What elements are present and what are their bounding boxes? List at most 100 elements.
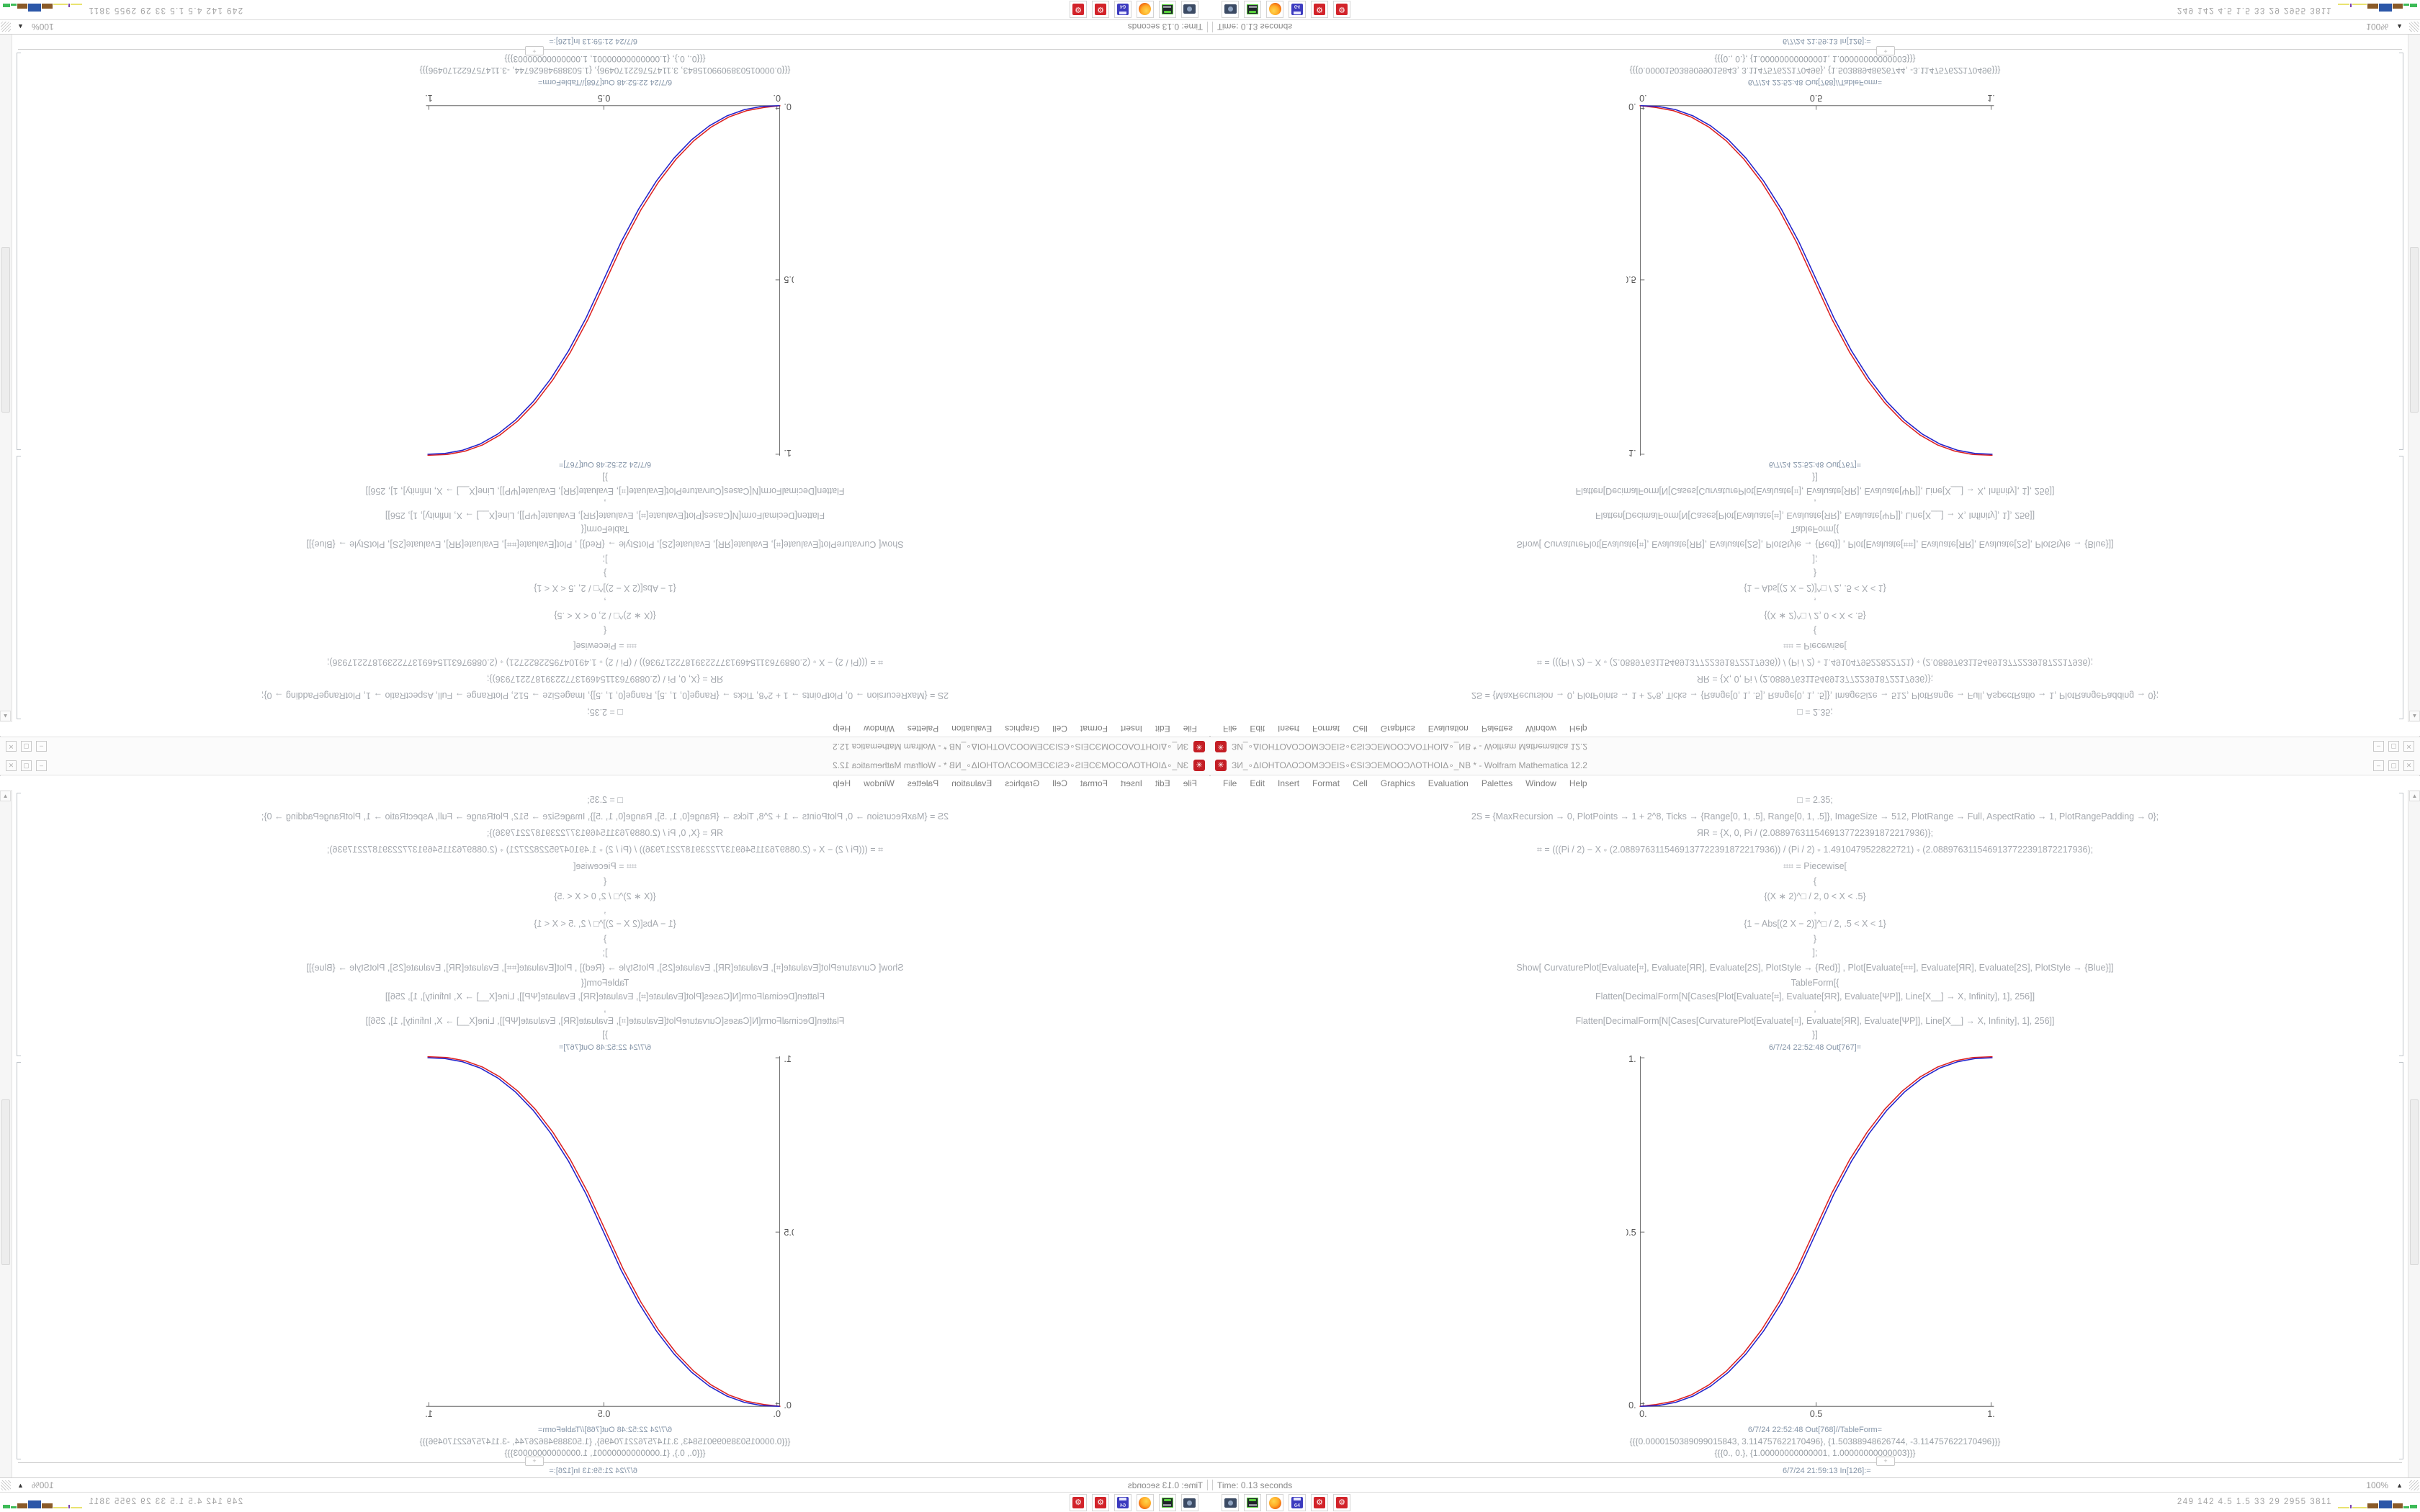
menu-help[interactable]: Help [1569, 724, 1587, 734]
vertical-scrollbar[interactable]: ▲ [2408, 35, 2420, 722]
close-button[interactable]: ✕ [2403, 741, 2414, 752]
close-button[interactable]: ✕ [2403, 760, 2414, 771]
menu-cell[interactable]: Cell [1052, 778, 1067, 788]
close-button[interactable]: ✕ [6, 741, 17, 752]
notebook-input-line[interactable]: {(X ∗ 2)^□ / 2, 0 < X < .5} [1764, 891, 1866, 901]
window-resize-grip-icon[interactable] [2409, 22, 2419, 32]
menu-cell[interactable]: Cell [1353, 724, 1368, 734]
notebook-input-line[interactable]: Show[ CurvaturePlot[Evaluate[⌗], Evaluat… [306, 963, 904, 973]
red-gear-icon[interactable]: ⚙ [1311, 1, 1328, 18]
notebook-input-line[interactable]: 2S = {MaxRecursion → 0, PlotPoints → 1 +… [1471, 690, 2159, 701]
display-settings-icon[interactable] [1181, 1494, 1198, 1511]
cell-insertion-bar[interactable] [18, 1462, 1210, 1463]
menu-window[interactable]: Window [864, 778, 895, 788]
notebook-input-line[interactable]: 2S = {MaxRecursion → 0, PlotPoints → 1 +… [261, 690, 949, 701]
notebook-input-line[interactable]: {1 − Abs[(2 X − 2)]^□ / 2, .5 < X < 1} [534, 919, 676, 929]
output-cell-bracket[interactable] [17, 1062, 21, 1459]
notebook-input-line[interactable]: ⌗ = (((Pi / 2) − X ∗ (2.0889763115469137… [1536, 657, 2094, 667]
notebook-content[interactable]: □ = 2.35; 2S = {MaxRecursion → 0, PlotPo… [1210, 35, 2420, 722]
removable-drive-icon[interactable] [1244, 1, 1261, 18]
vice-c64-icon[interactable]: 64 [1289, 1494, 1306, 1511]
notebook-input-line[interactable]: ⌗⌗ = Piecewise[ [573, 641, 637, 651]
vertical-scrollbar[interactable]: ▲ [2408, 790, 2420, 1477]
insert-cell-plus-button[interactable]: + [525, 1457, 544, 1466]
system-monitor-chart-icon[interactable] [3, 1497, 82, 1508]
close-button[interactable]: ✕ [6, 760, 17, 771]
menu-evaluation[interactable]: Evaluation [1428, 778, 1469, 788]
menu-palettes[interactable]: Palettes [907, 778, 939, 788]
input-cell-bracket[interactable] [17, 793, 21, 1056]
removable-drive-icon[interactable] [1244, 1494, 1261, 1511]
notebook-input-line[interactable]: ]; [602, 554, 608, 564]
menu-insert[interactable]: Insert [1278, 724, 1300, 734]
menu-graphics[interactable]: Graphics [1005, 724, 1040, 734]
scrollbar-thumb[interactable] [2410, 1099, 2419, 1265]
menu-evaluation[interactable]: Evaluation [951, 724, 992, 734]
display-settings-icon[interactable] [1181, 1, 1198, 18]
window-resize-grip-icon[interactable] [1, 22, 11, 32]
notebook-input-line[interactable]: □ = 2.35; [1797, 795, 1833, 805]
notebook-input-line[interactable]: □ = 2.35; [1797, 707, 1833, 717]
menu-insert[interactable]: Insert [1120, 778, 1142, 788]
scrollbar-thumb[interactable] [2410, 247, 2419, 413]
menu-format[interactable]: Format [1080, 724, 1108, 734]
notebook-input-line[interactable]: ]; [1812, 948, 1818, 958]
magnification-dropdown-icon[interactable]: ▲ [2396, 1482, 2403, 1489]
notebook-input-line[interactable]: , [1814, 1004, 1816, 1014]
system-monitor-chart-icon[interactable] [2338, 4, 2417, 15]
minimize-button[interactable]: – [2373, 760, 2384, 771]
input-cell-bracket[interactable] [2399, 456, 2403, 719]
notebook-input-line[interactable]: 2S = {MaxRecursion → 0, PlotPoints → 1 +… [261, 811, 949, 822]
notebook-input-line[interactable]: } [603, 934, 607, 944]
insert-cell-plus-button[interactable]: + [1876, 46, 1895, 55]
system-monitor-chart-icon[interactable] [3, 4, 82, 15]
notebook-input-line[interactable]: } [1813, 934, 1817, 944]
menu-edit[interactable]: Edit [1250, 724, 1265, 734]
menu-file[interactable]: File [1183, 724, 1197, 734]
menu-palettes[interactable]: Palettes [1481, 778, 1513, 788]
menu-window[interactable]: Window [1525, 778, 1556, 788]
menu-cell[interactable]: Cell [1353, 778, 1368, 788]
notebook-input-line[interactable]: {(X ∗ 2)^□ / 2, 0 < X < .5} [554, 611, 656, 621]
notebook-input-line[interactable]: {1 − Abs[(2 X − 2)]^□ / 2, .5 < X < 1} [1744, 919, 1886, 929]
scrollbar-thumb[interactable] [1, 247, 10, 413]
notebook-input-line[interactable]: }] [1812, 1030, 1818, 1040]
magnification-dropdown-icon[interactable]: ▲ [17, 23, 24, 30]
notebook-input-line[interactable]: Show[ CurvaturePlot[Evaluate[⌗], Evaluat… [1516, 963, 2114, 973]
menu-graphics[interactable]: Graphics [1005, 778, 1040, 788]
notebook-input-line[interactable]: {1 − Abs[(2 X − 2)]^□ / 2, .5 < X < 1} [534, 583, 676, 593]
notebook-input-line[interactable]: TableForm[{ [1791, 978, 1839, 988]
output-cell-bracket[interactable] [2399, 1062, 2403, 1459]
menu-palettes[interactable]: Palettes [1481, 724, 1513, 734]
magnification-value[interactable]: 100% [32, 1480, 54, 1490]
notebook-input-line[interactable]: TableForm[{ [1791, 524, 1839, 534]
notebook-input-line[interactable]: ]; [602, 948, 608, 958]
notebook-input-line[interactable]: Flatten[DecimalForm[N[Cases[Plot[Evaluat… [385, 510, 825, 521]
notebook-input-line[interactable]: }] [602, 472, 608, 482]
notebook-input-line[interactable]: ⌗ = (((Pi / 2) − X ∗ (2.0889763115469137… [1536, 845, 2094, 855]
red-gear-icon[interactable]: ⚙ [1333, 1, 1350, 18]
notebook-input-line[interactable]: , [1814, 905, 1816, 915]
menu-edit[interactable]: Edit [1155, 724, 1170, 734]
notebook-input-line[interactable]: □ = 2.35; [587, 707, 623, 717]
window-title-bar[interactable]: ✳ ЗИ_∘ΔΙΟΗΤΟΛΟϽΟΜЭϽЕΙЅ∘ЄЅΙЭϽЕΜΟΟϽΛΟΤΗΟΙΔ… [1210, 756, 2420, 775]
notebook-input-line[interactable]: }] [1812, 472, 1818, 482]
menu-format[interactable]: Format [1312, 724, 1340, 734]
notebook-input-line[interactable]: } [1813, 568, 1817, 578]
notebook-input-line[interactable]: ЯR = {X, 0, Pi / (2.08897631154691377223… [486, 828, 724, 838]
window-title-bar[interactable]: ✳ ЗИ_∘ΔΙΟΗΤΟΛΟϽΟΜЭϽЕΙЅ∘ЄЅΙЭϽЕΜΟΟϽΛΟΤΗΟΙΔ… [0, 756, 1210, 775]
window-title-bar[interactable]: ✳ ЗИ_∘ΔΙΟΗΤΟΛΟϽΟΜЭϽЕΙЅ∘ЄЅΙЭϽЕΜΟΟϽΛΟΤΗΟΙΔ… [0, 737, 1210, 756]
notebook-input-line[interactable]: □ = 2.35; [587, 795, 623, 805]
magnification-value[interactable]: 100% [2366, 22, 2388, 32]
menu-insert[interactable]: Insert [1120, 724, 1142, 734]
magnification-value[interactable]: 100% [2366, 1480, 2388, 1490]
window-title-bar[interactable]: ✳ ЗИ_∘ΔΙΟΗΤΟΛΟϽΟΜЭϽЕΙЅ∘ЄЅΙЭϽЕΜΟΟϽΛΟΤΗΟΙΔ… [1210, 737, 2420, 756]
menu-file[interactable]: File [1223, 724, 1237, 734]
menu-palettes[interactable]: Palettes [907, 724, 939, 734]
menu-edit[interactable]: Edit [1250, 778, 1265, 788]
notebook-input-line[interactable]: TableForm[{ [581, 524, 629, 534]
red-gear-icon[interactable]: ⚙ [1333, 1494, 1350, 1511]
display-settings-icon[interactable] [1222, 1, 1239, 18]
cell-insertion-bar[interactable] [1210, 1462, 2402, 1463]
window-resize-grip-icon[interactable] [1, 1480, 11, 1490]
